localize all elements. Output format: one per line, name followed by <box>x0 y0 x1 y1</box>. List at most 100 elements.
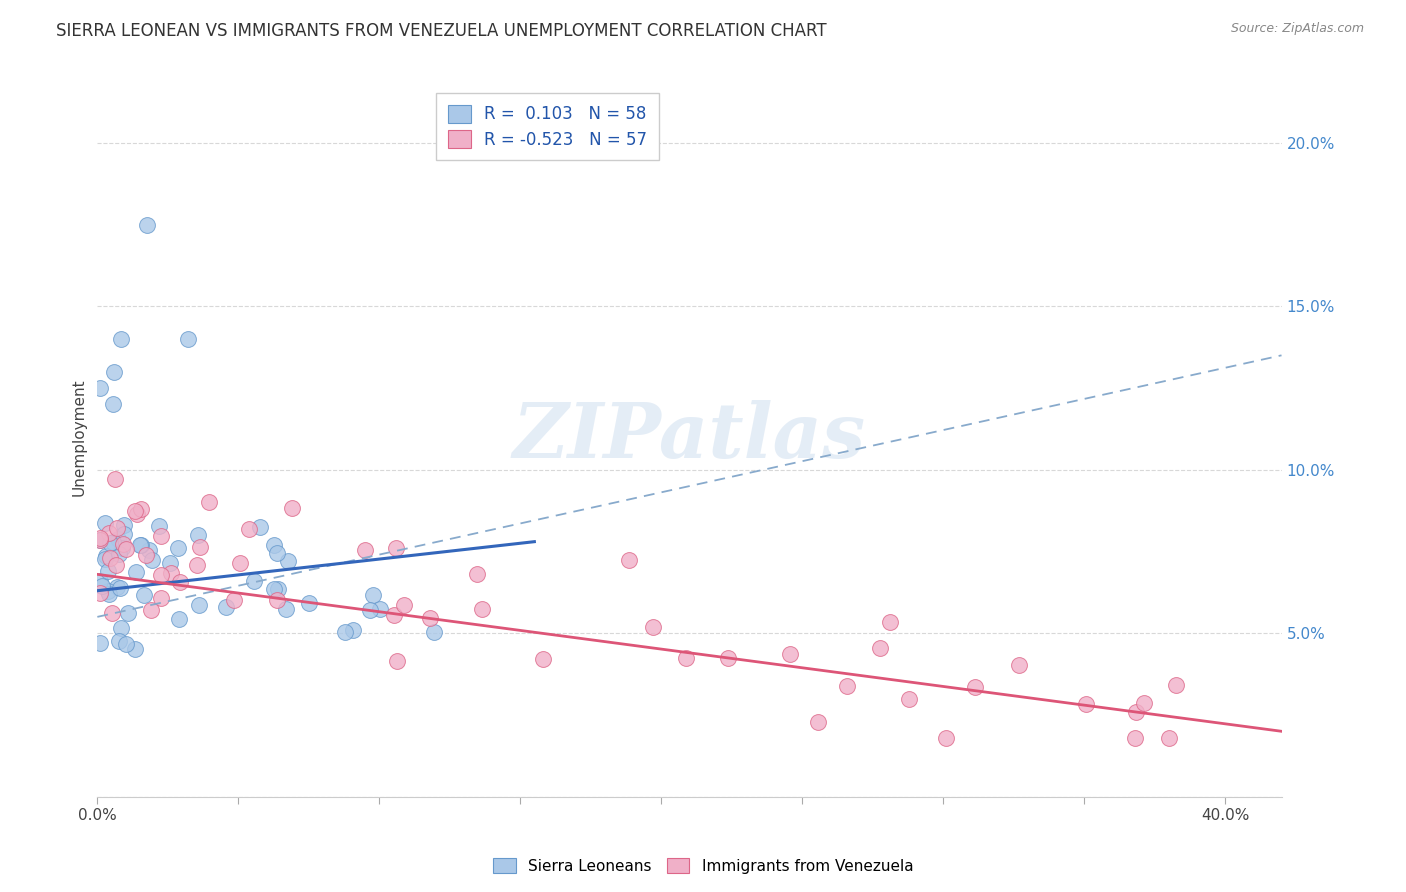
Point <box>117 607 139 621</box>
Point <box>187 528 209 542</box>
Point <box>141 553 163 567</box>
Point <box>129 538 152 552</box>
Point <box>105 558 128 572</box>
Point <box>224 593 246 607</box>
Point <box>101 535 124 549</box>
Point <box>110 621 132 635</box>
Point <box>89 574 111 588</box>
Point <box>129 502 152 516</box>
Point <box>963 681 986 695</box>
Point <box>111 541 134 556</box>
Point <box>104 472 127 486</box>
Point <box>89 533 111 547</box>
Text: Source: ZipAtlas.com: Source: ZipAtlas.com <box>1230 22 1364 36</box>
Point <box>89 531 111 545</box>
Point <box>159 557 181 571</box>
Point <box>935 731 957 745</box>
Point <box>186 558 208 573</box>
Point <box>879 615 901 630</box>
Point <box>108 547 131 561</box>
Point <box>897 692 920 706</box>
Point <box>89 533 111 547</box>
Point <box>129 538 152 552</box>
Point <box>263 582 285 596</box>
Point <box>1123 731 1146 745</box>
Point <box>91 579 114 593</box>
Point <box>89 635 111 649</box>
Point <box>229 556 252 570</box>
Point <box>114 542 136 557</box>
Point <box>837 679 859 693</box>
Point <box>89 381 111 395</box>
Point <box>105 521 128 535</box>
Point <box>198 495 221 509</box>
Point <box>148 519 170 533</box>
Point <box>1159 731 1181 745</box>
Point <box>149 568 172 582</box>
Point <box>807 714 830 729</box>
Point <box>359 603 381 617</box>
Point <box>94 551 117 566</box>
Point <box>619 552 641 566</box>
Point <box>125 565 148 579</box>
Y-axis label: Unemployment: Unemployment <box>72 378 86 496</box>
Point <box>149 529 172 543</box>
Point <box>266 593 288 607</box>
Point <box>266 545 288 559</box>
Point <box>276 602 298 616</box>
Point <box>465 567 488 582</box>
Point <box>238 522 260 536</box>
Point <box>277 554 299 568</box>
Point <box>125 507 148 521</box>
Point <box>188 540 211 554</box>
Point <box>675 650 697 665</box>
Point <box>167 541 190 555</box>
Point <box>281 501 304 516</box>
Point <box>471 601 494 615</box>
Point <box>101 397 124 411</box>
Point <box>243 574 266 589</box>
Point <box>335 624 357 639</box>
Point <box>177 332 200 346</box>
Legend: Sierra Leoneans, Immigrants from Venezuela: Sierra Leoneans, Immigrants from Venezue… <box>486 852 920 880</box>
Point <box>135 218 157 232</box>
Point <box>111 537 134 551</box>
Point <box>97 526 120 541</box>
Point <box>368 602 391 616</box>
Point <box>107 532 129 546</box>
Legend: R =  0.103   N = 58, R = -0.523   N = 57: R = 0.103 N = 58, R = -0.523 N = 57 <box>436 93 659 161</box>
Point <box>779 647 801 661</box>
Point <box>112 517 135 532</box>
Point <box>384 541 406 555</box>
Point <box>169 574 191 589</box>
Point <box>382 608 405 623</box>
Point <box>160 566 183 580</box>
Point <box>89 585 111 599</box>
Point <box>1008 657 1031 672</box>
Point <box>97 584 120 599</box>
Point <box>107 633 129 648</box>
Point <box>298 596 321 610</box>
Point <box>215 600 238 615</box>
Point <box>354 543 377 558</box>
Point <box>422 625 444 640</box>
Point <box>98 551 121 566</box>
Point <box>249 520 271 534</box>
Point <box>643 620 665 634</box>
Point <box>96 549 118 563</box>
Point <box>342 624 364 638</box>
Point <box>187 598 209 612</box>
Point <box>392 599 415 613</box>
Point <box>1076 697 1098 711</box>
Point <box>361 588 384 602</box>
Point <box>1125 706 1147 720</box>
Text: ZIPatlas: ZIPatlas <box>513 400 866 474</box>
Point <box>134 588 156 602</box>
Point <box>98 536 121 550</box>
Point <box>149 591 172 605</box>
Point <box>115 637 138 651</box>
Point <box>110 332 132 346</box>
Point <box>112 526 135 541</box>
Point <box>101 606 124 620</box>
Text: SIERRA LEONEAN VS IMMIGRANTS FROM VENEZUELA UNEMPLOYMENT CORRELATION CHART: SIERRA LEONEAN VS IMMIGRANTS FROM VENEZU… <box>56 22 827 40</box>
